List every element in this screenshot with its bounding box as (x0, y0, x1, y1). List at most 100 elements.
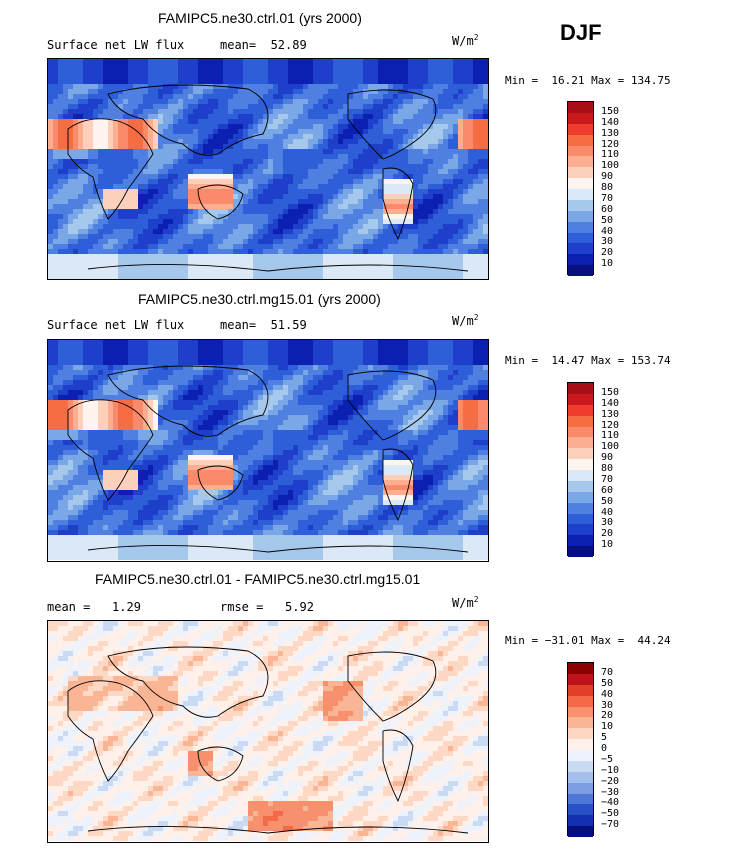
field-cell (393, 74, 399, 80)
field-cell (278, 154, 284, 160)
field-cell (123, 395, 129, 401)
field-cell (78, 169, 84, 175)
field-cell (313, 194, 319, 200)
field-cell (443, 174, 449, 180)
field-cell (258, 239, 264, 245)
field-cell (368, 169, 374, 175)
field-cell (463, 209, 469, 215)
field-cell (53, 380, 59, 386)
field-cell (378, 184, 384, 190)
field-cell (303, 204, 309, 210)
field-cell (68, 365, 74, 371)
field-cell (303, 139, 309, 145)
field-cell (98, 79, 104, 85)
field-cell (303, 174, 309, 180)
field-cell (48, 214, 54, 220)
field-cell (378, 259, 384, 265)
field-cell (458, 244, 464, 250)
field-cell (373, 229, 379, 235)
field-cell (283, 194, 289, 200)
field-cell (123, 365, 129, 371)
field-cell (338, 370, 344, 376)
field-cell (358, 99, 364, 105)
field-cell (483, 269, 488, 275)
field-cell (108, 69, 114, 75)
field-cell (163, 365, 169, 371)
field-cell (358, 94, 364, 100)
field-cell (98, 259, 104, 265)
field-cell (58, 119, 64, 125)
field-cell (263, 244, 269, 250)
field-cell (483, 144, 488, 150)
field-cell (443, 204, 449, 210)
field-cell (423, 124, 429, 130)
field-cell (163, 59, 169, 65)
field-cell (163, 179, 169, 185)
field-cell (453, 355, 459, 361)
field-cell (368, 234, 374, 240)
field-cell (148, 64, 154, 70)
field-cell (268, 194, 274, 200)
field-cell (138, 209, 144, 215)
field-cell (328, 259, 334, 265)
field-cell (83, 169, 89, 175)
field-cell (428, 124, 434, 130)
field-cell (258, 370, 264, 376)
field-cell (183, 129, 189, 135)
field-cell (473, 229, 479, 235)
field-cell (243, 129, 249, 135)
field-cell (273, 239, 279, 245)
field-cell (463, 159, 469, 165)
field-cell (163, 249, 169, 255)
field-cell (168, 99, 174, 105)
field-cell (433, 74, 439, 80)
field-cell (463, 199, 469, 205)
field-cell (63, 400, 69, 406)
field-cell (313, 69, 319, 75)
field-cell (93, 390, 99, 396)
field-cell (293, 340, 299, 346)
field-cell (73, 274, 79, 279)
field-cell (143, 89, 149, 95)
field-cell (178, 169, 184, 175)
field-cell (203, 340, 209, 346)
field-cell (88, 144, 94, 150)
field-cell (298, 214, 304, 220)
field-cell (203, 390, 209, 396)
field-cell (138, 79, 144, 85)
field-cell (303, 164, 309, 170)
field-cell (323, 274, 329, 279)
field-cell (463, 114, 469, 120)
field-cell (303, 214, 309, 220)
field-cell (78, 124, 84, 130)
field-cell (443, 139, 449, 145)
field-cell (208, 269, 214, 275)
field-cell (248, 234, 254, 240)
field-cell (298, 224, 304, 230)
colorbar-swatch (568, 265, 593, 276)
field-cell (193, 264, 199, 270)
field-cell (473, 194, 479, 200)
field-cell (393, 219, 399, 225)
field-cell (468, 144, 474, 150)
field-cell (203, 234, 209, 240)
field-cell (468, 189, 474, 195)
field-cell (333, 134, 339, 140)
field-cell (353, 144, 359, 150)
colorbar (567, 101, 594, 276)
field-cell (138, 114, 144, 120)
field-cell (63, 169, 69, 175)
field-cell (323, 129, 329, 135)
field-cell (473, 164, 479, 170)
field-cell (83, 400, 89, 406)
field-cell (158, 184, 164, 190)
field-cell (123, 199, 129, 205)
field-cell (348, 124, 354, 130)
field-cell (223, 194, 229, 200)
field-cell (178, 119, 184, 125)
field-cell (433, 360, 439, 366)
field-cell (408, 345, 414, 351)
field-cell (218, 385, 224, 391)
field-cell (478, 385, 484, 391)
field-cell (108, 229, 114, 235)
